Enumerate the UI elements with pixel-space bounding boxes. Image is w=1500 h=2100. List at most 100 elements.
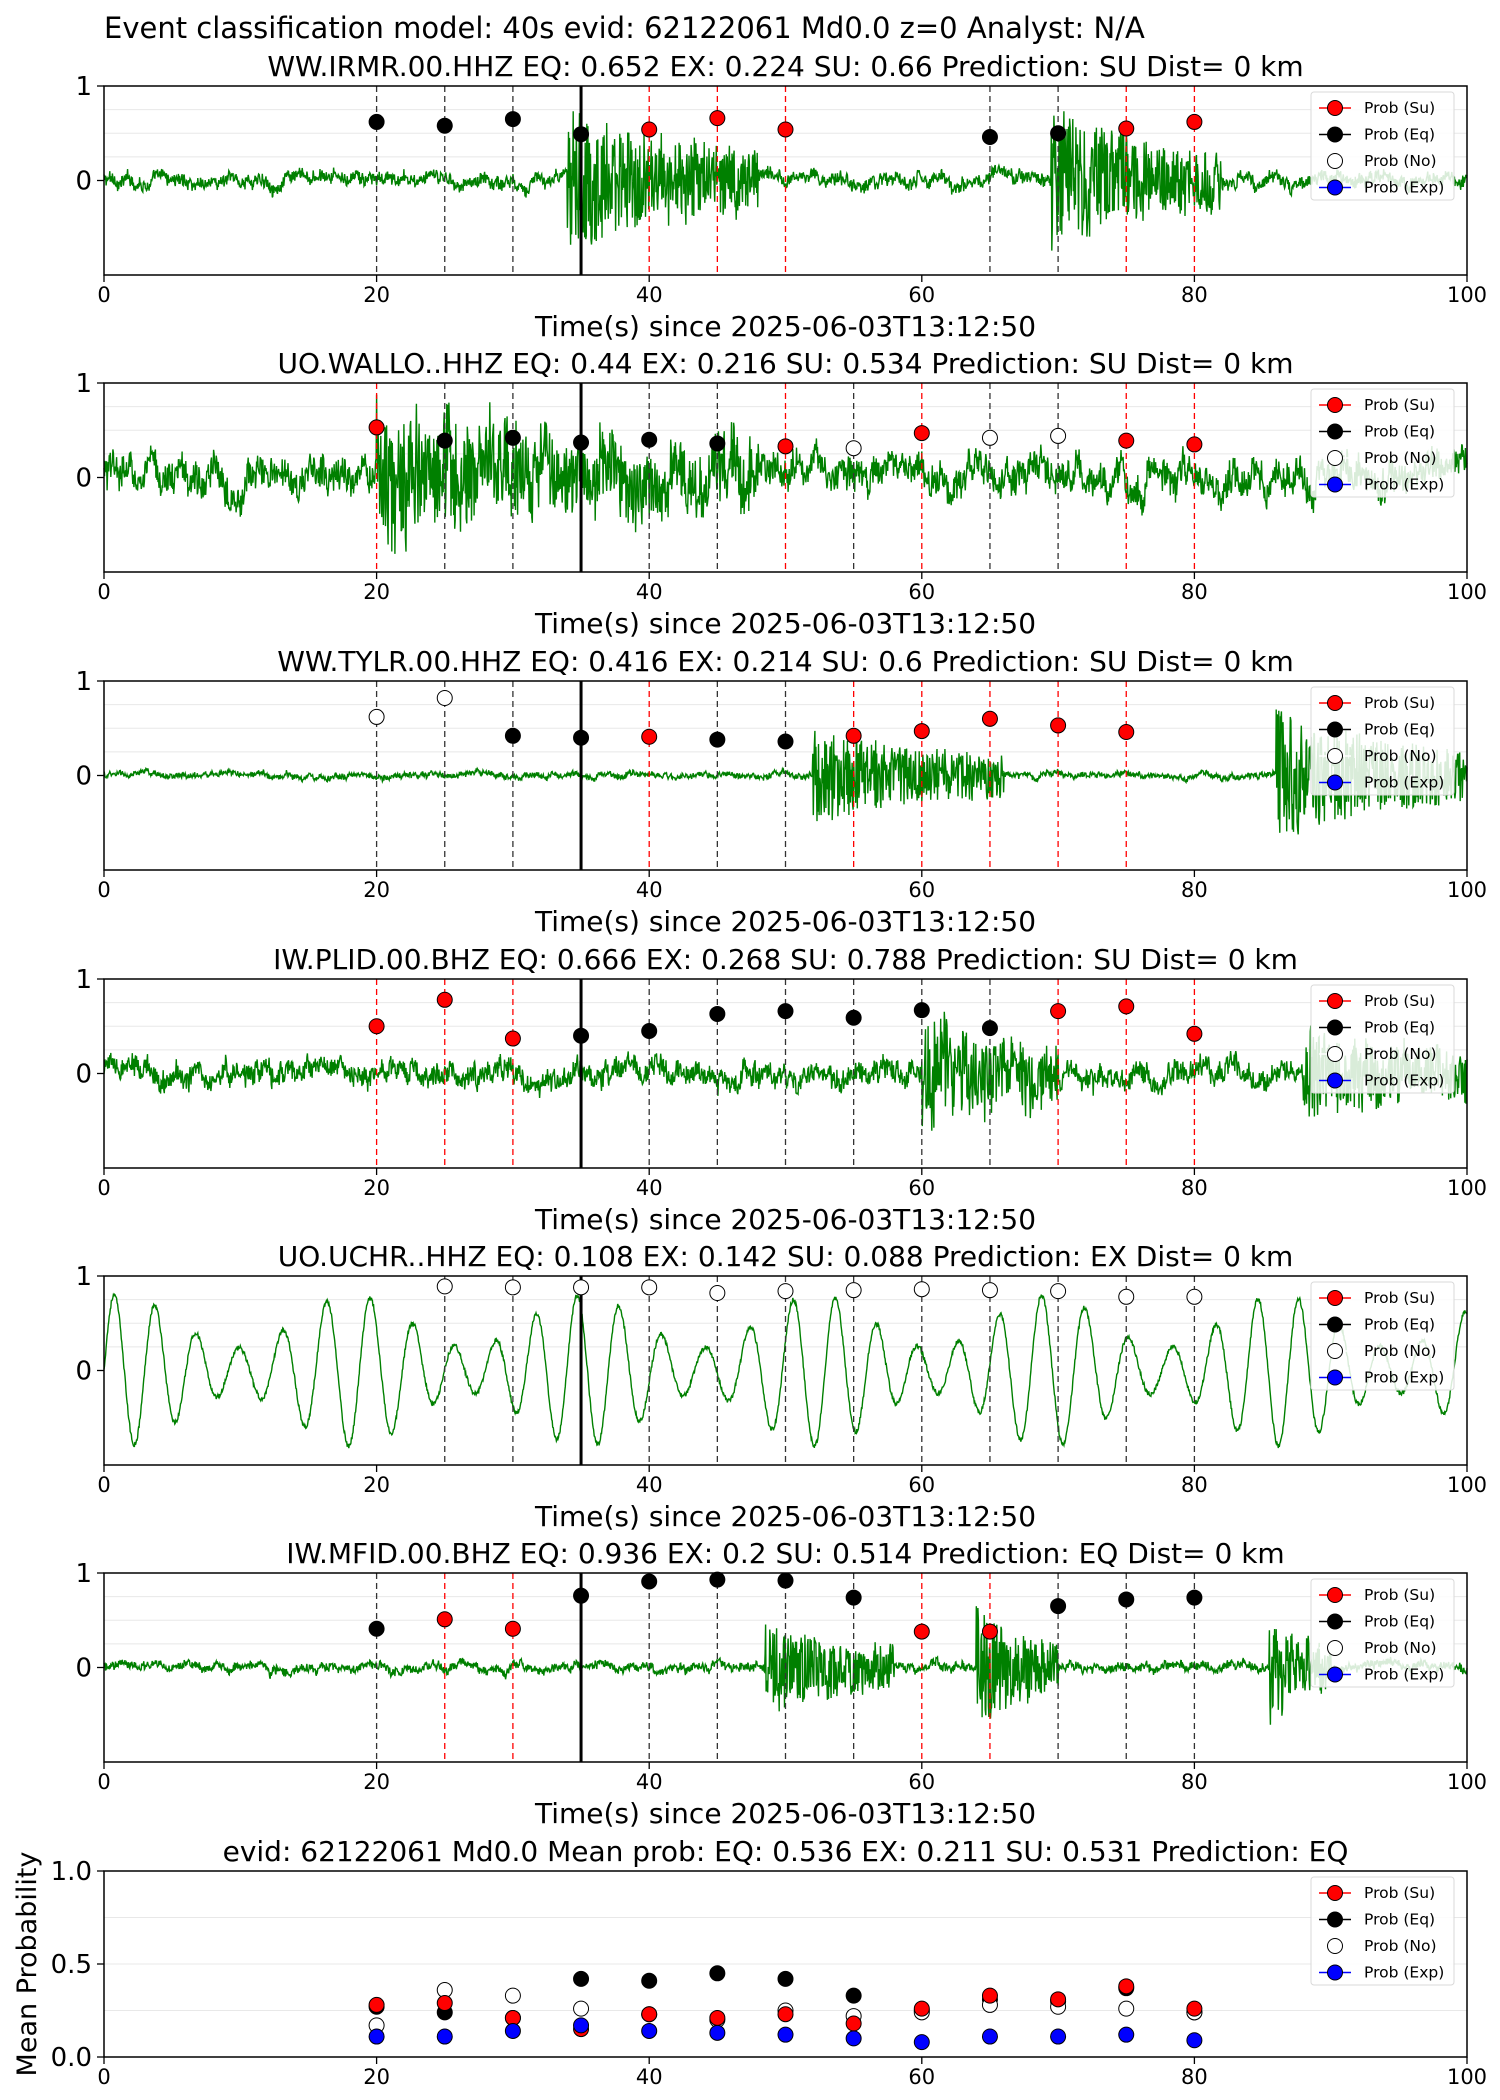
prob-marker-eq [641, 1573, 658, 1590]
prob-marker-eq [709, 731, 726, 748]
y-tick-label: 1 [75, 369, 92, 399]
x-tick-label: 80 [1181, 878, 1208, 902]
y-tick-label: 0.0 [51, 2043, 92, 2073]
prob-marker-su [368, 419, 385, 436]
panels: WW.IRMR.00.HHZ EQ: 0.652 EX: 0.224 SU: 0… [12, 50, 1487, 2089]
legend-box [1310, 984, 1455, 1094]
y-tick-label: 0 [75, 1060, 92, 1090]
mean-prob-point [845, 2030, 862, 2047]
panel-1: WW.IRMR.00.HHZ EQ: 0.652 EX: 0.224 SU: 0… [75, 50, 1487, 343]
mean-prob-point [641, 2006, 658, 2023]
legend-box [1310, 91, 1455, 201]
prob-marker-no [436, 1278, 453, 1295]
prob-marker-su [913, 425, 930, 442]
panel-title: IW.MFID.00.BHZ EQ: 0.936 EX: 0.2 SU: 0.5… [286, 1537, 1284, 1570]
x-axis-label: Time(s) since 2025-06-03T13:12:50 [534, 607, 1036, 640]
x-tick-label: 60 [908, 878, 935, 902]
legend-label: Prob (Exp) [1364, 1964, 1444, 1982]
legend-label: Prob (Exp) [1364, 1666, 1444, 1684]
prob-marker-eq [573, 126, 590, 143]
mean-prob-point [1186, 2000, 1203, 2017]
prob-marker-no [845, 1282, 862, 1299]
y-tick-label: 0 [75, 167, 92, 197]
prob-marker-su [1118, 432, 1135, 449]
legend-marker [1327, 1316, 1343, 1333]
legend-label: Prob (Su) [1364, 694, 1435, 712]
x-tick-label: 40 [636, 283, 663, 307]
mean-prob-point [368, 2028, 385, 2045]
figure-title: Event classification model: 40s evid: 62… [104, 11, 1145, 45]
panel-5: UO.UCHR..HHZ EQ: 0.108 EX: 0.142 SU: 0.0… [75, 1240, 1487, 1533]
legend-marker [1327, 1587, 1343, 1603]
x-tick-label: 100 [1447, 1770, 1487, 1794]
mean-prob-point [641, 1972, 658, 1989]
prob-marker-su [436, 1611, 453, 1628]
mean-prob-point [436, 1995, 453, 2012]
prob-marker-no [709, 1285, 726, 1302]
prob-marker-no [573, 1279, 590, 1296]
mean-prob-point [1186, 2032, 1203, 2049]
x-axis-label: Time(s) since 2025-06-03T13:12:50 [534, 905, 1036, 938]
x-tick-label: 20 [363, 1176, 390, 1200]
prob-marker-su [913, 723, 930, 740]
prob-marker-su [1186, 113, 1203, 130]
x-tick-label: 60 [908, 1770, 935, 1794]
x-tick-label: 60 [908, 1473, 935, 1497]
prob-marker-eq [913, 1002, 930, 1019]
y-tick-label: 1 [75, 72, 92, 102]
x-tick-label: 0 [97, 1176, 110, 1200]
prob-marker-eq [981, 129, 998, 146]
legend-box [1310, 1876, 1455, 1986]
legend-label: Prob (No) [1364, 747, 1437, 765]
prob-marker-eq [1050, 1598, 1067, 1615]
x-tick-label: 100 [1447, 1473, 1487, 1497]
prob-marker-su [981, 710, 998, 727]
mean-prob-point [777, 2026, 794, 2043]
prob-marker-eq [845, 1589, 862, 1606]
legend-marker [1327, 1938, 1343, 1954]
prob-marker-su [1050, 717, 1067, 734]
panel-title: UO.UCHR..HHZ EQ: 0.108 EX: 0.142 SU: 0.0… [278, 1240, 1294, 1273]
y-tick-label: 0 [75, 1357, 92, 1387]
legend-label: Prob (Exp) [1364, 1072, 1444, 1090]
mean-prob-point [777, 2006, 794, 2023]
prob-marker-no [913, 1281, 930, 1298]
legend-marker [1327, 153, 1343, 169]
legend-label: Prob (No) [1364, 1045, 1437, 1063]
mean-prob-point [1050, 1991, 1067, 2008]
legend-label: Prob (No) [1364, 152, 1437, 170]
x-tick-label: 0 [97, 2065, 110, 2089]
prob-marker-no [981, 1282, 998, 1299]
prob-marker-eq [573, 434, 590, 451]
x-tick-label: 80 [1181, 1473, 1208, 1497]
legend-label: Prob (Su) [1364, 1586, 1435, 1604]
x-tick-label: 100 [1447, 2065, 1487, 2089]
legend-marker [1327, 695, 1343, 711]
mean-prob-point [573, 2017, 590, 2034]
legend-marker [1327, 1666, 1343, 1683]
legend-label: Prob (Su) [1364, 992, 1435, 1010]
x-tick-label: 40 [636, 1176, 663, 1200]
legend-marker [1327, 100, 1343, 116]
prob-marker-su [1118, 724, 1135, 741]
legend-marker [1327, 1640, 1343, 1656]
mean-prob-point [1118, 2026, 1135, 2043]
legend-label: Prob (No) [1364, 1639, 1437, 1657]
legend-box [1310, 388, 1455, 498]
prob-marker-eq [1118, 1591, 1135, 1608]
panel-6: IW.MFID.00.BHZ EQ: 0.936 EX: 0.2 SU: 0.5… [75, 1537, 1487, 1830]
mean-prob-point [368, 1996, 385, 2013]
prob-marker-no [1050, 427, 1067, 444]
prob-marker-su [504, 1030, 521, 1047]
x-tick-label: 40 [636, 2065, 663, 2089]
legend-marker [1327, 721, 1343, 738]
mean-prob-point [709, 2024, 726, 2041]
legend-marker [1327, 1046, 1343, 1062]
y-tick-label: 1 [75, 667, 92, 697]
legend-box [1310, 1281, 1455, 1391]
legend-marker [1327, 397, 1343, 413]
prob-marker-eq [1050, 125, 1067, 142]
legend-marker [1327, 126, 1343, 143]
legend-label: Prob (No) [1364, 1342, 1437, 1360]
